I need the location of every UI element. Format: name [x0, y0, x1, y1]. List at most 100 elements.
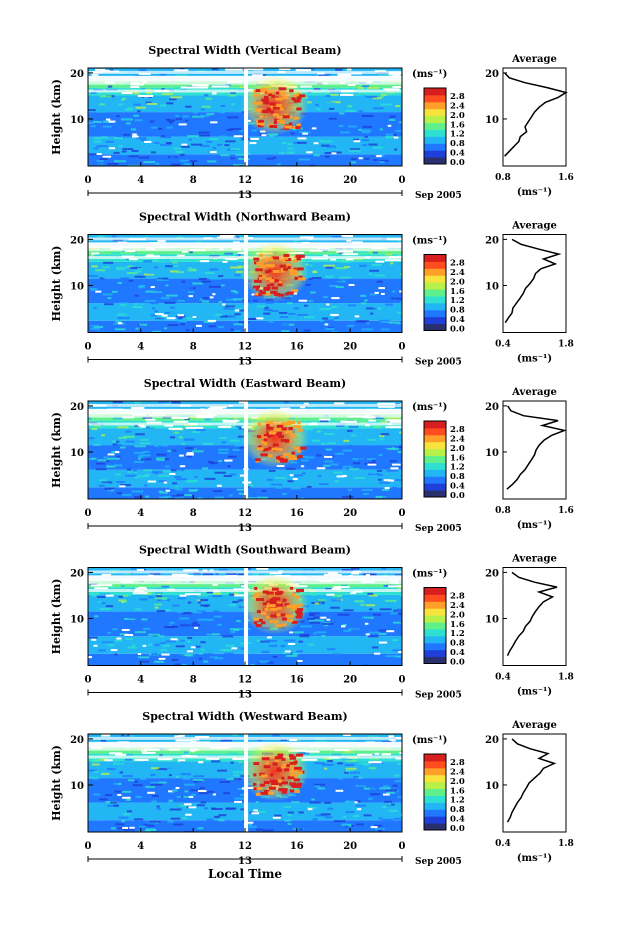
day-label: 13 [238, 523, 252, 534]
y-tick-label: 10 [70, 781, 84, 792]
avg-y-tick-label: 10 [485, 115, 499, 126]
heatmap [88, 567, 402, 666]
x-tick-label: 8 [190, 175, 197, 186]
colorbar-unit: (ms⁻¹) [412, 735, 447, 746]
date-label: Sep 2005 [415, 691, 462, 701]
day-label: 13 [238, 856, 252, 867]
colorbar-frame [423, 87, 447, 165]
colorbar-tick-label: 1.6 [450, 786, 465, 796]
avg-x-axis-label: (ms⁻¹) [517, 687, 552, 698]
avg-x-tick-label: 0.4 [495, 673, 511, 683]
colorbar-tick-label: 2.0 [450, 610, 465, 620]
panel-title: Spectral Width (Westward Beam) [142, 710, 347, 723]
avg-x-tick-label: 1.8 [558, 340, 574, 350]
y-tick-label: 20 [70, 402, 84, 413]
average-title: Average [511, 554, 557, 565]
colorbar-swatch [424, 809, 446, 817]
avg-y-tick-label: 10 [485, 281, 499, 292]
day-label: 13 [238, 357, 252, 368]
y-tick-label: 20 [70, 235, 84, 246]
y-tick-label: 10 [70, 448, 84, 459]
colorbar-swatch [424, 101, 446, 110]
avg-x-axis-label: (ms⁻¹) [517, 520, 552, 531]
colorbar-swatch [424, 282, 446, 290]
x-tick-label: 8 [190, 675, 197, 686]
colorbar-unit: (ms⁻¹) [412, 69, 447, 80]
colorbar-tick-label: 1.2 [450, 296, 465, 306]
colorbar-swatch [424, 608, 446, 616]
x-tick-label: 4 [137, 841, 144, 852]
panel-5: Spectral Width (Westward Beam) Height (km… [50, 710, 574, 867]
x-tick-label: 0 [85, 675, 92, 686]
colorbar-swatch [424, 129, 446, 137]
colorbar-swatch [424, 316, 446, 325]
colorbar-swatch [424, 816, 446, 824]
colorbar-tick-label: 0.0 [450, 824, 465, 834]
date-label: Sep 2005 [415, 857, 462, 867]
colorbar-frame [423, 587, 447, 664]
colorbar-swatch [424, 427, 446, 436]
heatmap [88, 234, 402, 333]
x-tick-label: 8 [190, 508, 197, 519]
y-axis-label: Height (km) [50, 579, 63, 655]
x-tick-label: 16 [290, 175, 304, 186]
colorbar-swatch [424, 476, 446, 484]
colorbar-swatch [424, 88, 446, 96]
average-frame [502, 400, 567, 500]
average-title: Average [511, 54, 557, 65]
colorbar-swatch [424, 295, 446, 304]
avg-x-tick-label: 1.6 [558, 506, 574, 516]
y-axis-label: Height (km) [50, 745, 63, 821]
colorbar-tick-label: 0.0 [450, 491, 465, 501]
colorbar-tick-label: 1.6 [450, 120, 465, 130]
panel-4: Spectral Width (Southward Beam) Height (k… [50, 544, 574, 701]
average-frame [502, 567, 567, 666]
colorbar-frame [423, 254, 447, 331]
avg-x-axis-label: (ms⁻¹) [517, 853, 552, 864]
colorbar-swatch [424, 115, 446, 124]
date-label: Sep 2005 [415, 358, 462, 368]
avg-y-tick-label: 20 [485, 69, 499, 80]
colorbar-tick-label: 2.8 [450, 425, 465, 435]
x-tick-label: 16 [290, 508, 304, 519]
date-label: Sep 2005 [415, 524, 462, 534]
colorbar-swatch [424, 421, 446, 429]
colorbar-tick-label: 0.0 [450, 158, 465, 168]
date-label: Sep 2005 [415, 191, 462, 201]
colorbar-unit: (ms⁻¹) [412, 569, 447, 580]
colorbar-swatch [424, 254, 446, 262]
colorbar-tick-label: 2.4 [450, 601, 465, 611]
colorbar-tick-label: 0.4 [450, 648, 465, 658]
colorbar-tick-label: 2.8 [450, 92, 465, 102]
colorbar-tick-label: 1.2 [450, 130, 465, 140]
x-tick-label: 20 [343, 841, 357, 852]
colorbar-swatch [424, 760, 446, 769]
colorbar-swatch [424, 441, 446, 450]
y-tick-label: 10 [70, 614, 84, 625]
x-tick-label: 16 [290, 841, 304, 852]
x-tick-label: 12 [238, 175, 252, 186]
y-tick-label: 20 [70, 69, 84, 80]
colorbar-swatch [424, 649, 446, 658]
y-tick-label: 20 [70, 735, 84, 746]
avg-y-tick-label: 10 [485, 781, 499, 792]
heatmap [88, 68, 402, 166]
colorbar-tick-label: 2.4 [450, 101, 465, 111]
colorbar-swatch [424, 490, 446, 498]
x-tick-label: 8 [190, 342, 197, 353]
panel-title: Spectral Width (Northward Beam) [139, 211, 351, 224]
colorbar-tick-label: 2.8 [450, 592, 465, 602]
x-tick-label: 12 [238, 508, 252, 519]
y-axis-label: Height (km) [50, 412, 63, 488]
colorbar-tick-label: 1.2 [450, 463, 465, 473]
heatmap [88, 401, 402, 499]
colorbar-swatch [424, 150, 446, 158]
average-profile-line [506, 738, 557, 823]
colorbar-swatch [424, 309, 446, 318]
colorbar-tick-label: 2.8 [450, 758, 465, 768]
colorbar-swatch [424, 795, 446, 803]
average-frame [502, 234, 567, 333]
colorbar-swatch [424, 802, 446, 810]
colorbar-swatch [424, 94, 446, 103]
